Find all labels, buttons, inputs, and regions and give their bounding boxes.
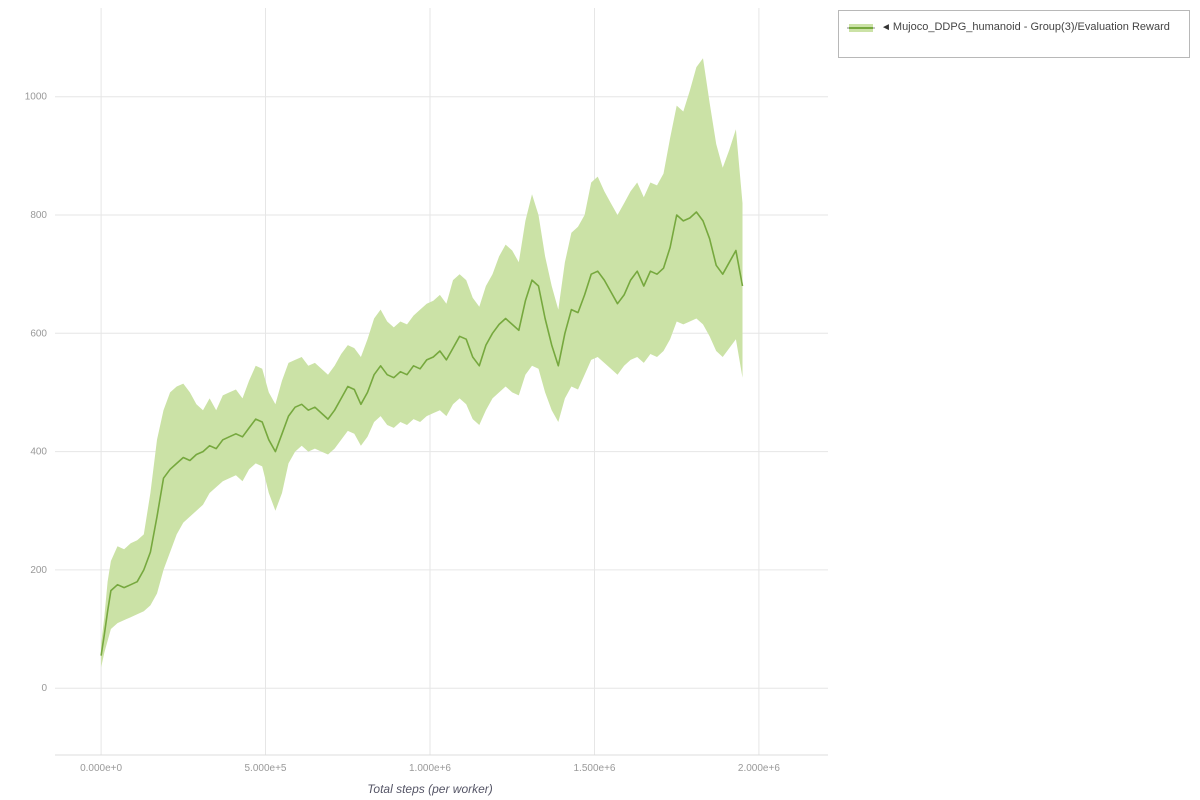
x-tick-label: 2.000e+6 — [738, 763, 780, 774]
x-tick-label: 1.500e+6 — [574, 763, 616, 774]
y-tick-label: 600 — [30, 328, 47, 339]
legend-swatch-icon — [847, 24, 875, 32]
x-tick-label: 5.000e+5 — [245, 763, 287, 774]
confidence-band — [101, 58, 743, 668]
collapse-left-icon[interactable]: ◄ — [881, 22, 891, 33]
x-axis-label: Total steps (per worker) — [367, 782, 493, 796]
legend-entry: ◄ Mujoco_DDPG_humanoid - Group(3)/Evaluat… — [881, 19, 1170, 36]
y-tick-label: 400 — [30, 447, 47, 458]
legend-label: Mujoco_DDPG_humanoid - Group(3)/Evaluati… — [892, 21, 1170, 33]
mean-line — [100, 211, 744, 656]
y-tick-label: 800 — [30, 210, 47, 221]
y-tick-label: 200 — [30, 565, 47, 576]
y-tick-label: 0 — [41, 683, 47, 694]
x-tick-label: 1.000e+6 — [409, 763, 451, 774]
x-tick-label: 0.000e+0 — [80, 763, 122, 774]
legend[interactable]: ◄ Mujoco_DDPG_humanoid - Group(3)/Evaluat… — [838, 10, 1190, 58]
reward-line-chart: 0 200 400 600 800 1000 0.000e+0 5.000e+5 1.000e+… — [25, 8, 828, 774]
y-tick-label: 1000 — [25, 92, 48, 103]
